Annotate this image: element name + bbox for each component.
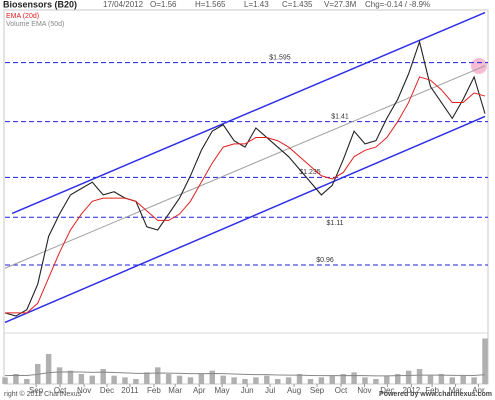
x-tick-label: 2012 <box>402 386 420 395</box>
channel-line <box>4 115 486 324</box>
volume-bar <box>209 370 215 384</box>
volume-bar <box>460 375 466 384</box>
volume-bar <box>340 374 346 384</box>
volume-bar <box>111 375 117 384</box>
volume-bar <box>56 367 63 384</box>
channel-line <box>11 11 486 215</box>
x-tick-label: Apr <box>472 386 485 395</box>
volume-bar <box>449 377 455 384</box>
volume-bar <box>67 370 74 384</box>
channel-line <box>4 65 486 269</box>
volume-bar <box>176 375 183 384</box>
volume-bar <box>2 377 8 384</box>
volume-bar <box>471 377 477 384</box>
volume-bar <box>351 372 357 384</box>
close: C=1.435 <box>282 0 313 9</box>
x-tick-label: Dec <box>380 386 394 395</box>
volume-bar <box>373 379 379 384</box>
x-tick-label: Feb <box>425 386 439 395</box>
volume-bar <box>416 369 423 384</box>
volume-bar <box>329 375 335 384</box>
ema-line <box>5 76 486 314</box>
date: 17/04/2012 <box>103 0 144 9</box>
x-tick-label: Sep <box>310 386 325 395</box>
powered-by: Powered by www.chartnexus.com <box>379 391 492 398</box>
x-tick-label: Nov <box>357 386 371 395</box>
x-tick-label: Mar <box>168 386 182 395</box>
volume-bar <box>307 379 314 384</box>
volume-bar <box>155 367 161 384</box>
volume-bar <box>427 375 434 384</box>
volume-bar <box>89 375 95 384</box>
x-tick-label: 2011 <box>121 386 139 395</box>
volume-bar <box>133 379 139 384</box>
stock-title: Biosensors (B20) <box>3 0 77 9</box>
volume-bar <box>275 379 281 384</box>
x-tick-label: Jul <box>265 386 275 395</box>
volume-bar <box>438 374 445 384</box>
volume-bar <box>253 377 259 384</box>
volume-bar <box>13 374 19 384</box>
high: H=1.565 <box>195 0 226 9</box>
volume-bar <box>187 377 194 384</box>
x-tick-label: Mar <box>449 386 463 395</box>
volume-bar <box>78 374 85 384</box>
x-tick-label: Aug <box>287 386 301 395</box>
x-tick-label: Oct <box>335 386 348 395</box>
price-line <box>4 39 486 317</box>
volume-bar <box>231 377 237 384</box>
support-label: $1.11 <box>327 220 344 227</box>
support-label: $1.41 <box>331 113 349 120</box>
volume-bar <box>165 374 172 384</box>
volume-bar <box>220 375 226 384</box>
volume-bar <box>362 377 368 384</box>
change: Chg=-0.14 / -8.9% <box>365 0 430 9</box>
volume-bar <box>384 375 390 384</box>
x-tick-label: Apr <box>193 386 206 395</box>
support-label: $1.235 <box>299 169 321 176</box>
copyright: right © 2012 ChartNexus <box>4 390 82 398</box>
support-label: $0.96 <box>316 257 334 264</box>
open: O=1.56 <box>150 0 177 9</box>
x-tick-label: Feb <box>147 386 161 395</box>
volume-bar <box>122 377 128 384</box>
volume: V=27.3M <box>324 0 357 9</box>
x-tick-label: Dec <box>100 386 114 395</box>
volume-bar <box>395 374 401 384</box>
x-tick-label: Nov <box>77 386 91 395</box>
volume-ema-line <box>4 371 486 377</box>
volume-bar <box>45 354 52 384</box>
x-tick-label: Jun <box>241 386 254 395</box>
volume-bar <box>285 377 292 384</box>
volume-bar <box>198 374 205 384</box>
volume-bar <box>482 338 488 384</box>
volume-bar <box>264 375 270 384</box>
support-label: $1.595 <box>269 54 291 61</box>
volume-bar <box>100 369 106 384</box>
volume-bar <box>296 374 303 384</box>
legend-label: Volume EMA (50d) <box>6 21 64 28</box>
volume-bar <box>24 379 30 384</box>
volume-bar <box>405 370 412 384</box>
volume-bar <box>318 377 325 384</box>
volume-bar <box>144 372 150 384</box>
legend-label: EMA (20d) <box>6 13 39 20</box>
x-tick-label: May <box>215 386 230 395</box>
x-tick-label: Sep <box>29 386 44 395</box>
x-tick-label: Oct <box>54 386 67 395</box>
low: L=1.43 <box>244 0 269 9</box>
volume-bar <box>242 379 248 384</box>
